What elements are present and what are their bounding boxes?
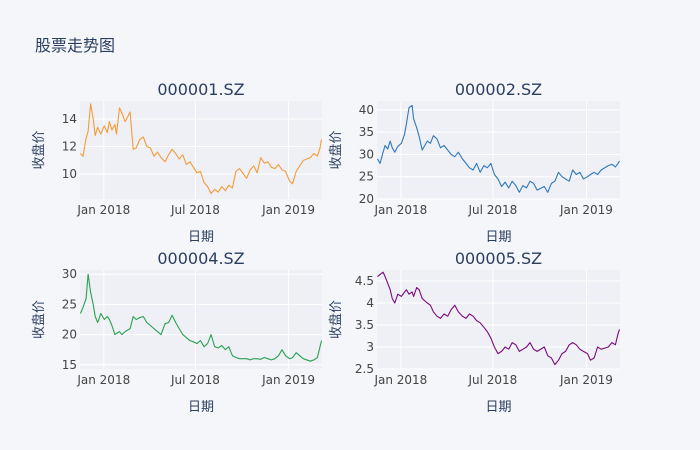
x-tick-label: Jul 2018 — [467, 203, 517, 217]
subplot-2: Jan 2018 Jul 2018 Jan 2019 20 25 30 35 40 000002… — [328, 80, 620, 245]
x-tick-label: Jul 2018 — [467, 373, 517, 387]
subplot-3: Jan 2018 Jul 2018 Jan 2019 15 20 25 30 000004.S… — [31, 249, 323, 415]
x-tick-label: Jan 2018 — [76, 373, 130, 387]
plot-area — [80, 101, 322, 199]
y-tick-label: 4 — [366, 296, 374, 310]
subplot-title: 000004.SZ — [157, 249, 244, 268]
plot-area — [377, 270, 620, 369]
y-tick-label: 12 — [62, 140, 77, 154]
y-tick-label: 14 — [62, 112, 77, 126]
x-tick-label: Jan 2019 — [261, 373, 315, 387]
x-axis-title: 日期 — [188, 400, 214, 415]
x-axis-title: 日期 — [188, 230, 214, 245]
subplots: Jan 2018 Jul 2018 Jan 2019 10 12 14 000001.SZ 日… — [31, 80, 621, 415]
y-axis-title: 收盘价 — [328, 130, 344, 169]
subplot-1: Jan 2018 Jul 2018 Jan 2019 10 12 14 000001.SZ 日… — [31, 80, 323, 245]
y-tick-label: 15 — [62, 358, 77, 372]
y-tick-label: 30 — [62, 267, 77, 281]
y-tick-label: 30 — [359, 147, 374, 161]
series-line-000004.SZ — [79, 273, 323, 362]
y-tick-label: 10 — [62, 167, 77, 181]
y-axis-title: 收盘价 — [31, 300, 47, 339]
y-axis-title: 收盘价 — [31, 130, 47, 169]
y-tick-label: 3 — [366, 340, 374, 354]
y-tick-label: 35 — [359, 125, 374, 139]
series-line-000002.SZ — [377, 104, 620, 193]
x-tick-label: Jul 2018 — [170, 373, 220, 387]
x-tick-label: Jan 2019 — [261, 203, 315, 217]
subplot-title: 000002.SZ — [455, 80, 542, 99]
chart-main-title: 股票走势图 — [35, 36, 115, 55]
y-tick-label: 40 — [359, 103, 374, 117]
y-tick-label: 20 — [62, 328, 77, 342]
x-tick-label: Jan 2018 — [373, 203, 427, 217]
y-tick-label: 25 — [62, 297, 77, 311]
series-line-000005.SZ — [377, 271, 621, 366]
subplot-title: 000005.SZ — [455, 249, 542, 268]
y-axis-title: 收盘价 — [328, 300, 344, 339]
subplot-4: Jan 2018 Jul 2018 Jan 2019 2.5 3 3.5 4 4.5 00000… — [328, 249, 621, 415]
y-tick-label: 2.5 — [355, 362, 374, 376]
y-tick-label: 20 — [359, 192, 374, 206]
plot-area — [377, 101, 620, 199]
y-tick-label: 3.5 — [355, 318, 374, 332]
plot-area — [80, 270, 322, 369]
x-tick-label: Jan 2018 — [373, 373, 427, 387]
y-tick-label: 25 — [359, 170, 374, 184]
x-tick-label: Jan 2019 — [559, 373, 613, 387]
x-axis-title: 日期 — [485, 230, 511, 245]
x-tick-label: Jul 2018 — [170, 203, 220, 217]
x-tick-label: Jan 2018 — [76, 203, 130, 217]
subplot-title: 000001.SZ — [157, 80, 244, 99]
series-line-000001.SZ — [80, 103, 323, 195]
y-tick-label: 4.5 — [355, 274, 374, 288]
x-tick-label: Jan 2019 — [559, 203, 613, 217]
x-axis-title: 日期 — [485, 400, 511, 415]
